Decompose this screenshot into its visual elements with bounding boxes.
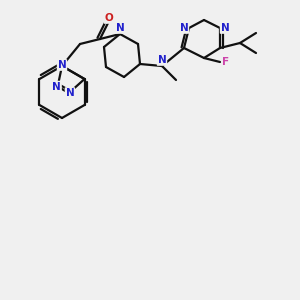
Text: N: N <box>220 23 230 33</box>
Text: F: F <box>222 57 230 67</box>
Text: N: N <box>116 23 124 33</box>
Text: O: O <box>105 13 113 23</box>
Text: N: N <box>65 88 74 98</box>
Text: N: N <box>58 60 66 70</box>
Text: N: N <box>158 55 166 65</box>
Text: N: N <box>180 23 188 33</box>
Text: N: N <box>52 82 61 92</box>
